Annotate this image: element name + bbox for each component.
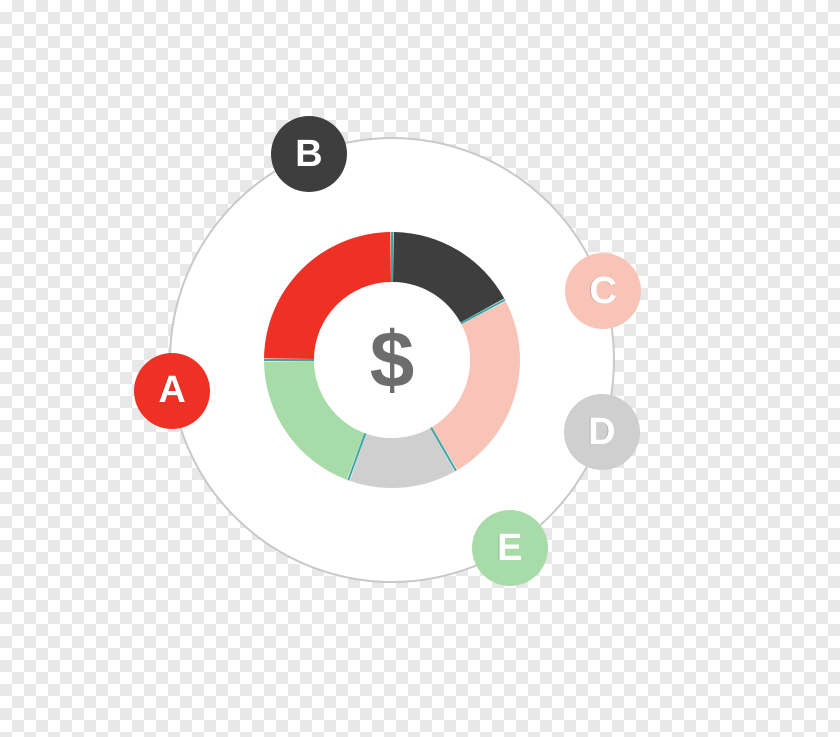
badge-A: A [134,353,210,429]
badge-C: C [565,253,641,329]
badge-label: E [497,527,522,570]
badge-label: B [295,133,322,176]
badge-label: C [589,270,616,313]
badge-B: B [271,116,347,192]
center-icon-text: $ [370,314,415,406]
badge-E: E [472,510,548,586]
badge-label: A [158,369,185,412]
badge-label: D [588,411,615,454]
badge-D: D [564,394,640,470]
dollar-icon: $ [342,310,442,410]
